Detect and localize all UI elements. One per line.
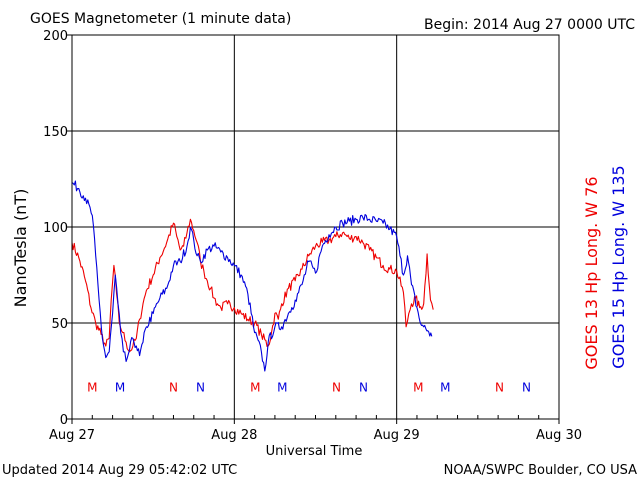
y-tick-label: 100	[43, 221, 68, 236]
marker-n: N	[522, 380, 531, 394]
marker-n: N	[495, 380, 504, 394]
marker-m: M	[87, 380, 97, 394]
marker-m: M	[440, 380, 450, 394]
source-credit: NOAA/SWPC Boulder, CO USA	[444, 463, 637, 478]
x-tick-label: Aug 28	[211, 428, 257, 443]
axis-ticks: 0 50 100 150 200 Aug 27 Aug 28 Aug 29 Aug 30	[43, 29, 582, 443]
x-axis-label: Universal Time	[266, 444, 363, 459]
chart-title: GOES Magnetometer (1 minute data)	[30, 11, 291, 27]
legend-goes13: GOES 13 Hp Long. W 76	[582, 176, 601, 369]
updated-timestamp: Updated 2014 Aug 29 05:42:02 UTC	[2, 463, 237, 478]
marker-m: M	[250, 380, 260, 394]
marker-n: N	[169, 380, 178, 394]
y-tick-label: 50	[51, 317, 68, 332]
x-tick-label: Aug 27	[49, 428, 95, 443]
y-tick-label: 150	[43, 125, 68, 140]
y-axis-label: NanoTesla (nT)	[11, 189, 30, 308]
y-tick-label: 200	[43, 29, 68, 44]
marker-n: N	[196, 380, 205, 394]
marker-m: M	[115, 380, 125, 394]
marker-m: M	[413, 380, 423, 394]
x-tick-label: Aug 29	[374, 428, 420, 443]
legend-goes15: GOES 15 Hp Long. W 135	[609, 165, 628, 368]
series-goes13-line	[71, 218, 434, 353]
x-tick-label: Aug 30	[536, 428, 582, 443]
marker-m: M	[277, 380, 287, 394]
grid-lines	[72, 35, 559, 419]
series-goes15-line	[71, 180, 433, 372]
data-series	[71, 180, 434, 372]
marker-n: N	[332, 380, 341, 394]
begin-time: Begin: 2014 Aug 27 0000 UTC	[424, 17, 635, 33]
marker-n: N	[359, 380, 368, 394]
y-tick-label: 0	[60, 413, 68, 428]
